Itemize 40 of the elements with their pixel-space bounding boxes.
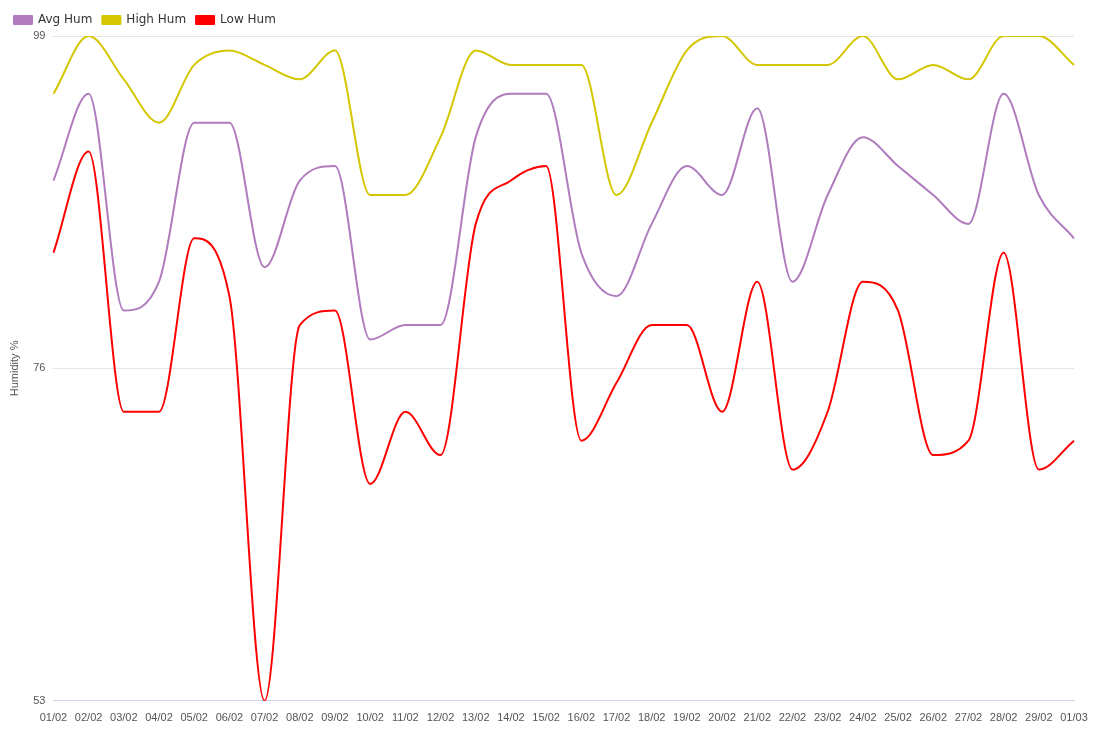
line-series: [52, 36, 1075, 196]
x-tick-label: 15/02: [532, 711, 560, 724]
x-tick-label: 07/02: [250, 711, 279, 724]
x-tick-label: 27/02: [954, 711, 983, 724]
y-axis-title: Humidity %: [7, 340, 20, 397]
x-tick-label: 24/02: [849, 711, 877, 724]
x-tick-label: 23/02: [813, 711, 842, 724]
x-tick-label: 10/02: [356, 711, 384, 724]
x-tick-label: 01/03: [1060, 711, 1088, 724]
x-tick-label: 25/02: [884, 711, 912, 724]
x-tick-label: 14/02: [497, 711, 525, 724]
x-tick-label: 28/02: [989, 711, 1018, 724]
legend-label: Low Hum: [220, 12, 276, 27]
x-tick-label: 06/02: [215, 711, 244, 724]
x-tick-label: 05/02: [180, 711, 208, 724]
x-tick-label: 12/02: [426, 711, 455, 724]
y-tick-label: 53: [33, 693, 46, 706]
legend-label: Avg Hum: [38, 12, 93, 27]
y-tick-label: 76: [33, 361, 46, 374]
x-tick-label: 17/02: [602, 711, 631, 724]
x-tick-label: 21/02: [743, 711, 772, 724]
x-tick-label: 09/02: [321, 711, 349, 724]
x-tick-label: 13/02: [461, 711, 490, 724]
x-tick-label: 02/02: [74, 711, 103, 724]
x-tick-label: 04/02: [145, 711, 173, 724]
x-tick-label: 11/02: [391, 711, 419, 724]
y-tick-label: 99: [33, 29, 46, 42]
legend-label: High Hum: [126, 12, 187, 27]
x-tick-label: 22/02: [778, 711, 807, 724]
line-series: [52, 150, 1075, 701]
x-tick-label: 29/02: [1025, 711, 1053, 724]
line-series: [52, 92, 1075, 341]
x-tick-label: 18/02: [637, 711, 666, 724]
x-tick-label: 19/02: [673, 711, 701, 724]
x-tick-label: 03/02: [110, 711, 138, 724]
x-tick-label: 16/02: [567, 711, 596, 724]
x-tick-label: 08/02: [286, 711, 314, 724]
x-tick-label: 01/02: [39, 711, 68, 724]
x-tick-label: 20/02: [708, 711, 736, 724]
x-tick-label: 26/02: [919, 711, 947, 724]
